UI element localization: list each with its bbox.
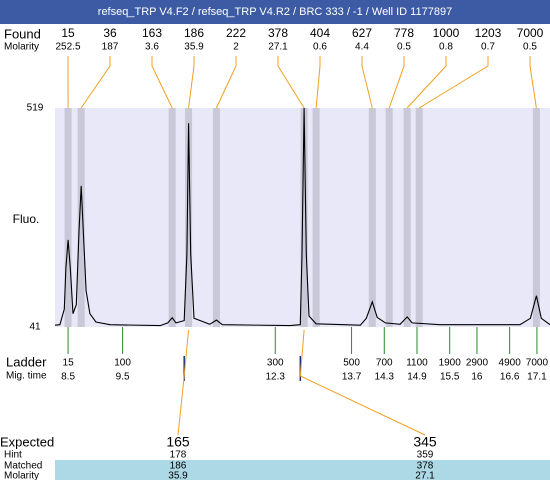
found-size: 1000 — [433, 26, 460, 40]
found-molarity: 3.6 — [145, 42, 159, 53]
peak-band — [532, 108, 540, 327]
ladder-size: 1900 — [439, 358, 462, 369]
found-size: 15 — [61, 26, 75, 40]
ladder-size: 4900 — [499, 358, 522, 369]
peak-band — [312, 108, 320, 327]
peak-connector — [361, 56, 373, 109]
expected-expected: 345 — [413, 434, 437, 450]
title: refseq_TRP V4.F2 / refseq_TRP V4.R2 / BR… — [98, 6, 452, 18]
ladder-time: 16.6 — [500, 372, 520, 383]
found-size: 1203 — [475, 26, 502, 40]
peak-connector — [388, 56, 405, 109]
y-axis-label: Fluo. — [13, 212, 40, 226]
ladder-size: 700 — [376, 358, 393, 369]
peak-band — [212, 108, 220, 327]
ladder-label: Ladder — [6, 354, 47, 369]
ladder-time: 14.9 — [407, 372, 427, 383]
ladder-time: 13.7 — [342, 372, 362, 383]
ladder-time: 12.3 — [266, 372, 286, 383]
expected-row-label: Molarity — [4, 471, 39, 480]
expected-molarity: 27.1 — [415, 471, 435, 480]
found-label: Found — [4, 26, 41, 41]
ladder-size: 100 — [114, 358, 131, 369]
ladder-size: 15 — [63, 358, 75, 369]
peak-band — [385, 108, 393, 327]
peak-band — [368, 108, 376, 327]
expected-matched: 186 — [170, 461, 187, 472]
title-bar — [0, 0, 550, 24]
peak-band — [77, 108, 85, 327]
found-size: 186 — [184, 26, 204, 40]
found-molarity: 35.9 — [184, 42, 204, 53]
found-size: 163 — [142, 26, 162, 40]
expected-row-label: Matched — [4, 461, 42, 472]
y-tick-label: 41 — [29, 322, 41, 333]
peak-band — [403, 108, 411, 327]
found-size: 378 — [268, 26, 288, 40]
found-molarity: 187 — [102, 42, 119, 53]
found-size: 222 — [226, 26, 246, 40]
ladder-time: 9.5 — [116, 372, 130, 383]
found-size: 778 — [394, 26, 414, 40]
found-molarity: 0.5 — [397, 42, 411, 53]
ladder-time: 8.5 — [61, 372, 75, 383]
expected-connector — [299, 329, 426, 436]
molarity-label: Molarity — [4, 42, 39, 53]
found-size: 627 — [352, 26, 372, 40]
peak-connector — [418, 56, 489, 109]
expected-hint: 359 — [417, 450, 434, 461]
peak-connector — [215, 56, 237, 109]
peak-band — [168, 108, 176, 327]
y-tick-label: 519 — [27, 103, 44, 114]
expected-matched: 378 — [417, 461, 434, 472]
ladder-time: 16 — [471, 372, 483, 383]
peak-connector — [80, 56, 111, 109]
found-molarity: 27.1 — [268, 42, 288, 53]
mig-time-label: Mig. time — [6, 371, 47, 382]
peak-connector — [315, 56, 321, 109]
peak-connector — [529, 56, 537, 109]
found-molarity: 0.8 — [439, 42, 453, 53]
peak-band — [64, 108, 72, 327]
expected-molarity: 35.9 — [168, 471, 188, 480]
found-molarity: 2 — [233, 42, 239, 53]
found-molarity: 0.5 — [523, 42, 537, 53]
found-size: 404 — [310, 26, 330, 40]
found-molarity: 0.6 — [313, 42, 327, 53]
ladder-size: 1100 — [406, 358, 428, 369]
ladder-size: 7000 — [526, 358, 549, 369]
found-size: 7000 — [517, 26, 544, 40]
peak-band — [300, 108, 308, 327]
ladder-size: 500 — [343, 358, 360, 369]
found-molarity: 4.4 — [355, 42, 369, 53]
expected-row-label: Expected — [0, 434, 54, 449]
ladder-time: 15.5 — [440, 372, 460, 383]
peak-band — [415, 108, 423, 327]
expected-hint: 178 — [170, 450, 187, 461]
ladder-size: 2900 — [466, 358, 489, 369]
peak-connector — [406, 56, 447, 109]
expected-row-label: Hint — [4, 450, 22, 461]
found-molarity: 252.5 — [55, 42, 80, 53]
found-molarity: 0.7 — [481, 42, 495, 53]
peak-connector — [151, 56, 173, 109]
expected-connector — [177, 329, 190, 436]
peak-band — [185, 108, 193, 327]
trace — [54, 107, 550, 327]
ladder-size: 300 — [267, 358, 284, 369]
ladder-time: 17.1 — [527, 372, 547, 383]
expected-expected: 165 — [166, 434, 190, 450]
matched-band — [55, 460, 550, 480]
ladder-time: 14.3 — [375, 372, 395, 383]
peak-connector — [188, 56, 195, 109]
peak-connector — [277, 56, 305, 109]
found-size: 36 — [103, 26, 117, 40]
